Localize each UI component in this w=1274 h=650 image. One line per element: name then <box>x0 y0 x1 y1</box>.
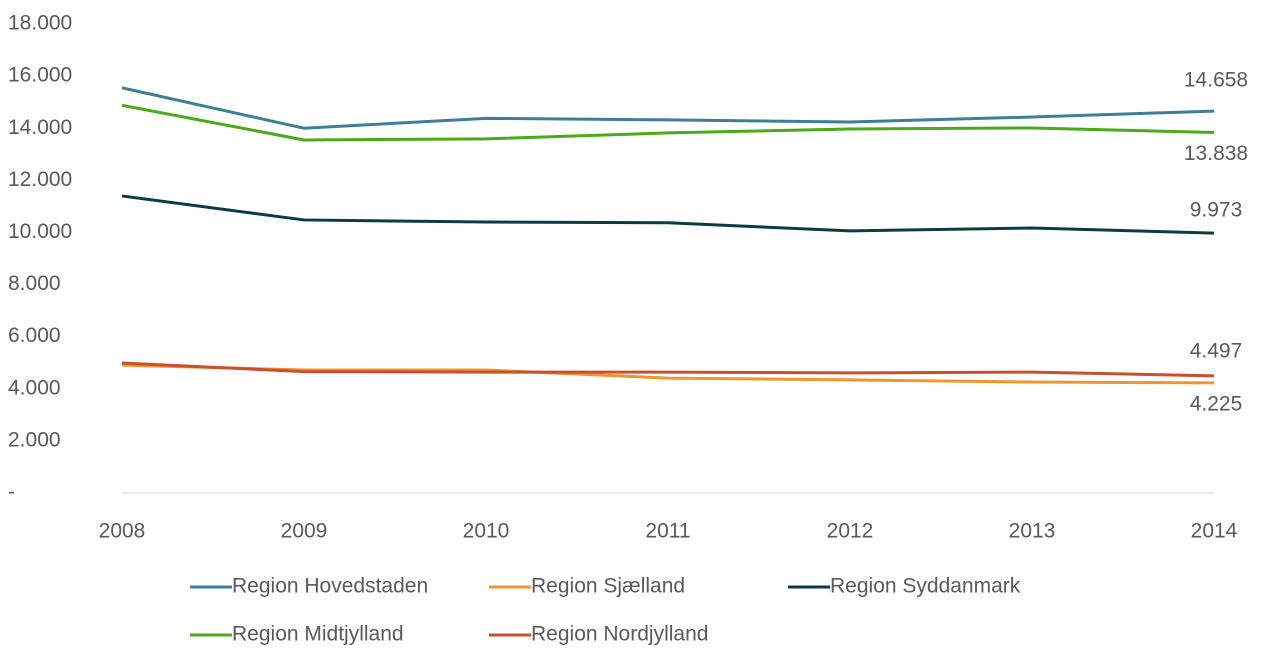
x-tick-label: 2012 <box>827 520 874 543</box>
y-tick-label: 4.000 <box>8 376 61 399</box>
x-tick-label: 2011 <box>645 520 690 543</box>
series-line <box>121 86 1215 130</box>
y-tick-label: 16.000 <box>8 64 72 87</box>
series-line <box>121 194 1215 235</box>
y-tick-label: 8.000 <box>8 272 61 295</box>
data-label: 4.225 <box>1190 392 1243 415</box>
legend-label: Region Syddanmark <box>830 575 1021 598</box>
y-tick-label: - <box>8 481 15 504</box>
y-tick-label: 10.000 <box>8 220 72 243</box>
y-tick-label: 6.000 <box>8 324 61 347</box>
y-tick-label: 12.000 <box>8 168 72 191</box>
legend-label: Region Nordjylland <box>531 623 708 646</box>
data-label: 4.497 <box>1190 339 1243 362</box>
legend-label: Region Midtjylland <box>232 623 404 646</box>
legend-label: Region Hovedstaden <box>232 575 428 598</box>
legend-label: Region Sjælland <box>531 575 685 598</box>
y-tick-label: 2.000 <box>8 428 61 451</box>
y-tick-label: 14.000 <box>8 116 72 139</box>
series-line <box>121 361 1215 378</box>
data-label: 13.838 <box>1184 142 1248 165</box>
data-label: 9.973 <box>1190 199 1243 222</box>
data-label: 14.658 <box>1184 69 1248 92</box>
x-tick-label: 2013 <box>1009 520 1056 543</box>
y-tick-label: 18.000 <box>8 12 72 35</box>
x-tick-label: 2014 <box>1191 520 1238 543</box>
series-line <box>121 103 1215 142</box>
x-tick-label: 2010 <box>463 520 510 543</box>
x-tick-label: 2009 <box>281 520 328 543</box>
series-line <box>121 363 1215 385</box>
x-tick-label: 2008 <box>99 520 146 543</box>
